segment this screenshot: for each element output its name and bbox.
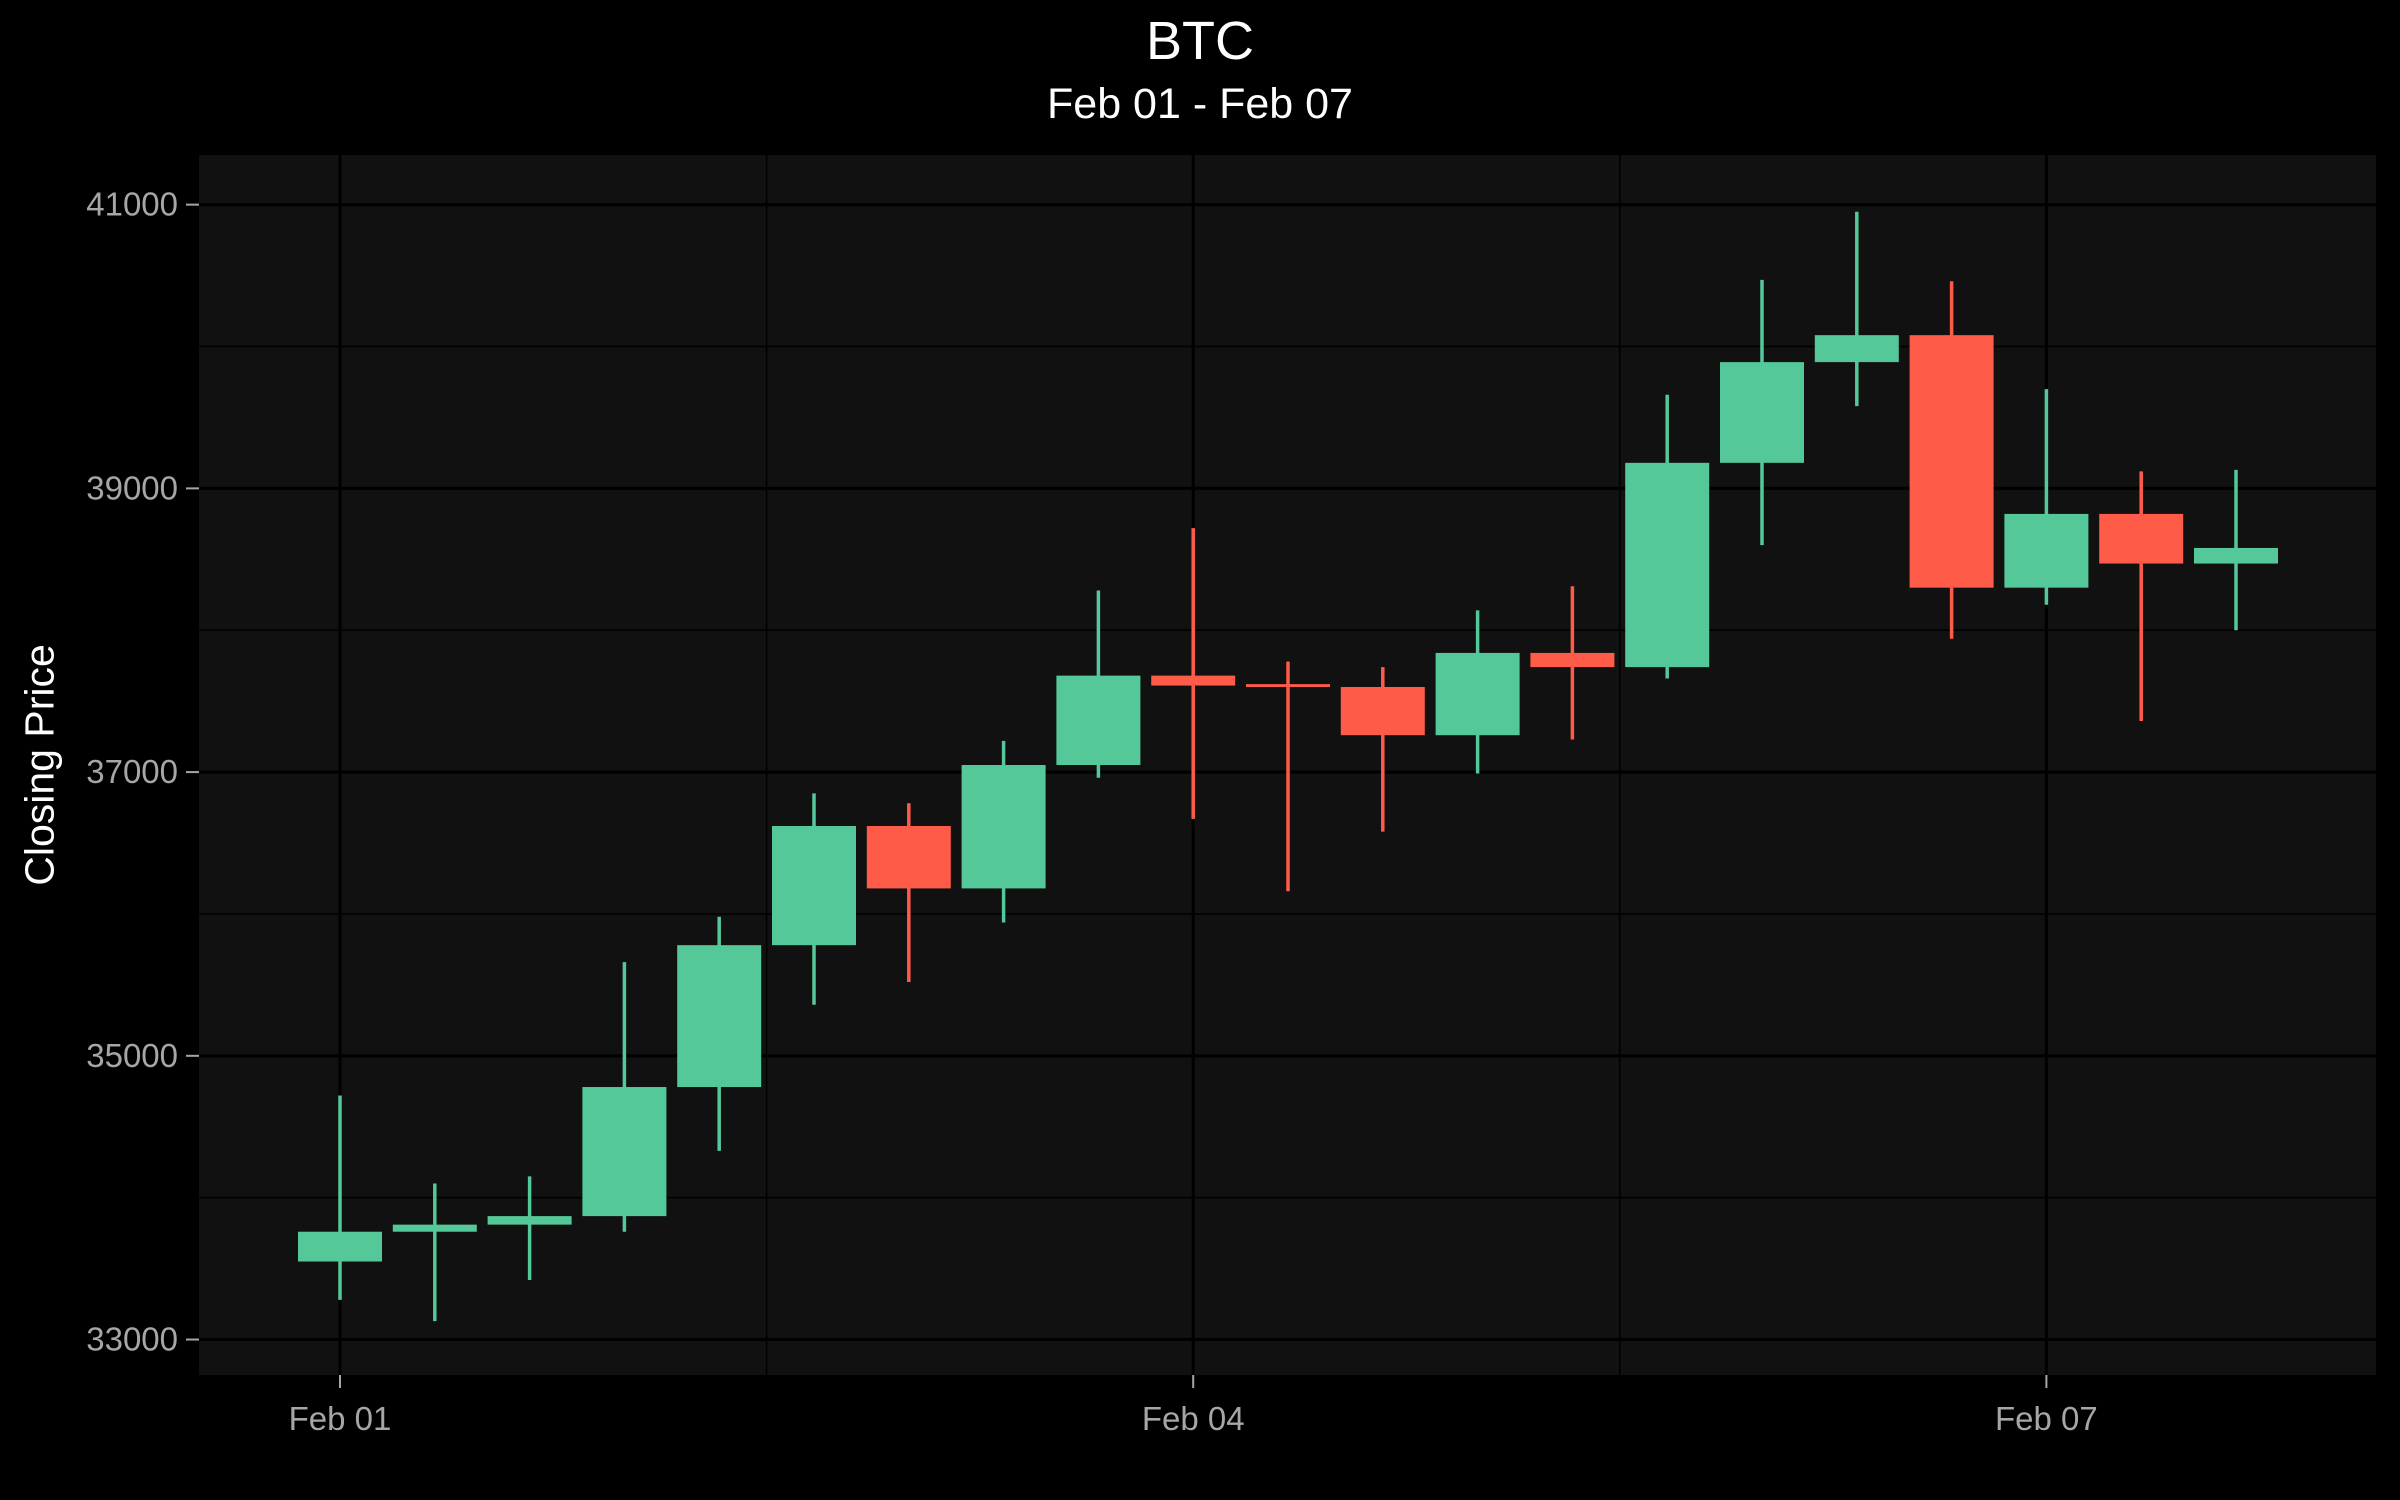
candles — [298, 211, 2278, 1322]
candle-body — [1909, 335, 1994, 588]
x-tick-label: Feb 01 — [289, 1400, 392, 1437]
candle-body — [1720, 362, 1804, 463]
candle — [1340, 667, 1425, 832]
axes: 33000 35000 37000 39000 41000 Feb 01 Feb 04 Feb… — [86, 186, 2098, 1437]
candle-body — [487, 1216, 572, 1225]
candle-body — [1340, 686, 1425, 736]
x-tick-label: Feb 04 — [1142, 1400, 1245, 1437]
candle — [1625, 394, 1710, 679]
candle-body — [677, 945, 762, 1088]
candle — [298, 1095, 382, 1300]
candle-body — [772, 826, 856, 946]
candle-body — [392, 1224, 477, 1232]
candle-body — [961, 765, 1046, 889]
candle-body — [1625, 462, 1710, 668]
candle — [392, 1183, 477, 1322]
candle-body — [1814, 335, 1899, 363]
y-tick-label: 35000 — [86, 1037, 178, 1074]
candle — [2099, 471, 2184, 722]
candle — [487, 1176, 572, 1280]
y-tick-label: 39000 — [86, 469, 178, 506]
candle-body — [2099, 513, 2184, 564]
candle — [2004, 389, 2089, 605]
candle-body — [1056, 675, 1141, 765]
candle-body — [1246, 684, 1330, 687]
candle — [677, 916, 762, 1151]
y-tick-label: 41000 — [86, 186, 178, 223]
candle — [1720, 279, 1804, 546]
candle-body — [866, 826, 951, 889]
candle-body — [582, 1087, 667, 1217]
candle-body — [298, 1231, 382, 1262]
candle-body — [2194, 547, 2278, 564]
candle — [866, 803, 951, 983]
candle — [1151, 528, 1236, 819]
candle-body — [2004, 513, 2089, 588]
y-tick-label: 37000 — [86, 753, 178, 790]
candle — [1435, 610, 1520, 774]
candle — [582, 962, 667, 1232]
candle-body — [1151, 675, 1236, 686]
candle — [2194, 469, 2278, 631]
candle — [1530, 586, 1615, 740]
x-tick-label: Feb 07 — [1995, 1400, 2098, 1437]
chart-subtitle: Feb 01 - Feb 07 — [1047, 80, 1353, 128]
candle — [1056, 590, 1141, 778]
candle-body — [1530, 652, 1615, 668]
candle-body — [1435, 652, 1520, 736]
candle — [1814, 211, 1899, 407]
candle — [772, 793, 856, 1005]
y-tick-label: 33000 — [86, 1321, 178, 1358]
candle — [1909, 281, 1994, 639]
candle — [961, 740, 1046, 923]
chart-title: BTC — [1146, 11, 1254, 71]
candle — [1246, 661, 1330, 892]
